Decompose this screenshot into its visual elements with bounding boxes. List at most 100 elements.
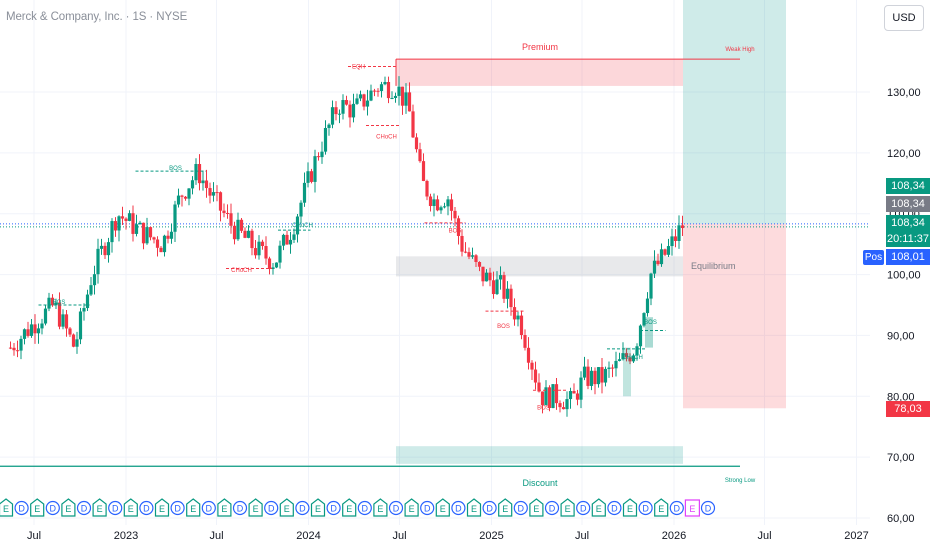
- candle-body: [194, 164, 198, 181]
- candle-body: [330, 107, 335, 125]
- price-tick-label: 70,00: [887, 452, 915, 464]
- earnings-marker-label: E: [253, 504, 259, 514]
- dividend-marker: [357, 500, 372, 516]
- candle-body: [106, 242, 111, 256]
- candle-body: [229, 213, 233, 226]
- symbol-title[interactable]: Merck & Company, Inc. · 1S · NYSE: [6, 11, 188, 23]
- position-price-label: 108,01: [886, 249, 930, 265]
- candle-body: [131, 213, 135, 234]
- dividend-marker: [264, 500, 279, 516]
- weak-high-label: Weak High: [725, 47, 754, 53]
- currency-button[interactable]: USD: [884, 5, 924, 31]
- price-tick-label: 90,00: [887, 330, 915, 342]
- structure-labels: BOS BOS CHoCH CHoCH EQH CHoCH BOS BOS BOS CHoCH BO…: [53, 64, 657, 411]
- earnings-marker: [248, 498, 263, 517]
- dividend-marker-label: D: [611, 504, 618, 514]
- candle-body: [670, 236, 674, 247]
- dividend-marker-label: D: [486, 504, 493, 514]
- candle-body: [323, 127, 328, 152]
- candle-body: [152, 237, 156, 240]
- dividend-marker-label: D: [50, 504, 57, 514]
- candle-body: [208, 188, 212, 196]
- candle-body: [29, 324, 34, 336]
- dividend-marker: [170, 500, 185, 516]
- dividend-marker-label: D: [674, 504, 681, 514]
- dividend-marker: [700, 500, 716, 516]
- candle-body: [400, 86, 405, 106]
- candle-body: [285, 234, 289, 245]
- earnings-marker-label: E: [689, 504, 695, 514]
- bid-price-label: 108,34: [886, 215, 930, 231]
- earnings-marker: [591, 498, 606, 517]
- candle-body: [103, 245, 107, 256]
- candle-body: [127, 213, 132, 221]
- candle-body: [264, 246, 268, 259]
- candle-body: [141, 222, 146, 244]
- candle-body: [271, 267, 275, 270]
- candle-body: [316, 156, 321, 158]
- candle-body: [523, 335, 527, 348]
- earnings-marker: [498, 498, 513, 517]
- candle-body: [628, 357, 632, 362]
- earnings-marker: [154, 498, 170, 517]
- candle-body: [516, 315, 520, 320]
- earnings-marker: [435, 498, 450, 517]
- candle-body: [295, 216, 300, 235]
- candle-body: [663, 249, 667, 255]
- candle-body: [327, 124, 331, 128]
- dividend-marker-label: D: [143, 504, 150, 514]
- structure-label: CHoCH: [292, 223, 313, 229]
- candle-body: [250, 230, 254, 249]
- earnings-marker-label: E: [3, 504, 9, 514]
- candle-body: [292, 234, 296, 240]
- time-tick-label: 2023: [114, 530, 138, 542]
- earnings-marker: [373, 498, 388, 517]
- premium-zone: [396, 59, 683, 86]
- dividend-marker: [513, 500, 528, 516]
- prev-close-label: 108,34: [886, 196, 930, 212]
- discount-zone: [396, 446, 683, 464]
- dividend-marker-label: D: [237, 504, 244, 514]
- structure-label: CHoCH: [231, 268, 252, 274]
- earnings-marker: [61, 498, 76, 517]
- candle-body: [397, 86, 401, 96]
- candle-body: [446, 199, 450, 207]
- candle-body: [411, 111, 415, 138]
- candle-body: [96, 248, 100, 275]
- candle-body: [306, 171, 310, 183]
- candle-body: [54, 302, 58, 306]
- earnings-marker: [0, 498, 14, 517]
- candle-body: [232, 225, 237, 240]
- candle-body: [505, 288, 510, 299]
- candle-body: [540, 391, 545, 406]
- candle-body: [197, 164, 202, 184]
- candle-body: [362, 94, 366, 107]
- candle-body: [162, 235, 167, 253]
- structure-label: BOS: [169, 166, 182, 172]
- structure-label: BOS: [497, 324, 510, 330]
- time-tick-label: 2026: [662, 530, 686, 542]
- dividend-marker: [669, 500, 684, 516]
- equilibrium-label: Equilibrium: [691, 261, 736, 271]
- candle-body: [474, 255, 478, 262]
- position-tag[interactable]: Pos: [863, 250, 884, 265]
- candle-body: [519, 315, 524, 336]
- candle-body: [201, 180, 205, 184]
- candle-body: [365, 100, 370, 107]
- candle-body: [425, 180, 429, 197]
- candle-body: [512, 307, 517, 320]
- candle-body: [442, 206, 447, 208]
- candle-body: [358, 94, 363, 99]
- candle-body: [502, 275, 506, 299]
- earnings-marker: [654, 498, 669, 517]
- dividend-marker-label: D: [268, 504, 275, 514]
- candle-body: [421, 161, 426, 181]
- earnings-marker-label: E: [97, 504, 103, 514]
- dividend-marker: [544, 500, 560, 516]
- candle-body: [22, 329, 27, 339]
- stop-zone: [683, 223, 786, 409]
- candle-body: [89, 285, 93, 295]
- candle-body: [43, 308, 48, 324]
- candle-body: [393, 95, 398, 98]
